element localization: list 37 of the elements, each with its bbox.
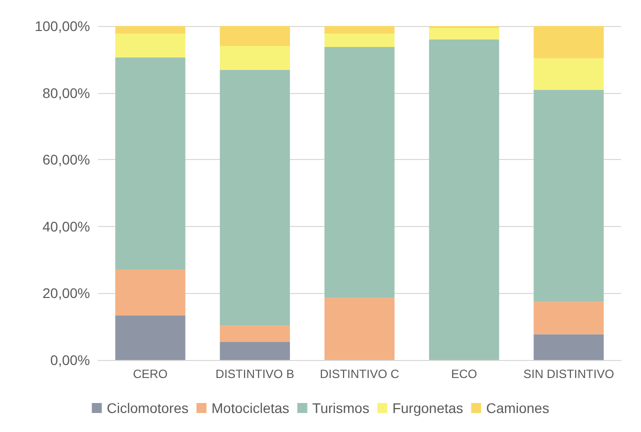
- x-tick-label: SIN DISTINTIVO: [523, 367, 614, 381]
- legend-label: Ciclomotores: [106, 400, 189, 416]
- x-tick-label: CERO: [132, 367, 168, 381]
- bar: [115, 269, 186, 316]
- y-tick-label: 60,00%: [42, 152, 90, 168]
- bar: [324, 34, 395, 48]
- legend-label: Motocicletas: [212, 400, 290, 416]
- bar: [115, 34, 186, 58]
- legend-label: Camiones: [486, 400, 550, 416]
- bar: [534, 334, 604, 360]
- y-tick-label: 20,00%: [42, 285, 90, 302]
- y-tick-label: 80,00%: [42, 84, 90, 101]
- legend-label: Furgonetas: [392, 400, 464, 416]
- y-tick-label: 0,00%: [50, 352, 90, 368]
- bar: [429, 39, 500, 360]
- bar: [220, 26, 290, 46]
- bar: [324, 47, 395, 298]
- x-tick-label: ECO: [451, 367, 478, 381]
- bar: [115, 315, 186, 360]
- bar: [534, 302, 604, 334]
- bar: [429, 28, 500, 40]
- bar: [220, 46, 290, 70]
- bar: [534, 90, 604, 302]
- bar: [115, 26, 186, 34]
- bar: [220, 326, 290, 342]
- y-tick-label: 100,00%: [34, 18, 90, 34]
- x-tick-label: DISTINTIVO C: [320, 367, 400, 381]
- bar: [220, 342, 290, 360]
- y-tick-label: 40,00%: [42, 218, 90, 234]
- bar: [324, 298, 395, 360]
- bar: [534, 58, 604, 90]
- bar: [220, 70, 290, 326]
- x-tick-label: DISTINTIVO B: [216, 367, 294, 381]
- bar: [324, 26, 395, 34]
- bar: [534, 26, 604, 58]
- bar: [115, 57, 186, 270]
- legend-label: Turismos: [312, 400, 370, 416]
